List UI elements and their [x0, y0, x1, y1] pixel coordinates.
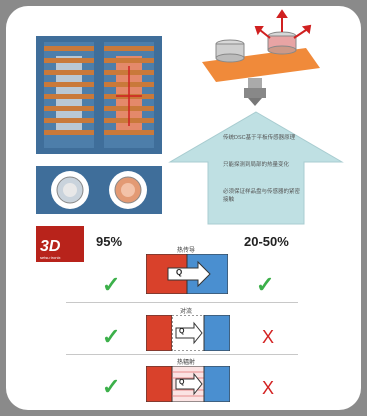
left-percentage: 95%	[96, 234, 123, 249]
left-check-radiation: ✓	[102, 374, 121, 399]
plate-sensor-illustration	[202, 9, 320, 106]
logo-mark: 3D	[40, 238, 61, 255]
arrow-note-3: 必须保证样品盘与传感器的紧密接触	[223, 189, 301, 203]
row-divider-2	[66, 354, 298, 355]
method-caption-convection: 对流	[179, 309, 192, 315]
right-cylinder	[104, 42, 154, 148]
method-caption-conduction: 热传导	[176, 248, 195, 254]
content-card: 传统DSC基于平板传感器原理 只能探测到局部的热量变化 必须保证样品盘与传感器的…	[6, 6, 361, 410]
method-caption-radiation: 热辐射	[176, 360, 195, 366]
left-check-convection: ✓	[102, 324, 121, 349]
heat-flow-arrow	[168, 111, 344, 225]
right-cross-radiation: X	[262, 378, 275, 398]
left-cylinder	[44, 42, 94, 148]
heat-label-conduction: Q	[176, 268, 183, 277]
convection-diagram	[146, 315, 230, 351]
cylinder-sensor-illustration	[36, 36, 162, 154]
heat-label-convection: Q	[179, 328, 185, 335]
heat-label-radiation: Q	[179, 379, 185, 386]
logo-subtext: setsu tronix	[40, 255, 61, 260]
brand-logo: 3D setsu tronix	[36, 226, 84, 262]
arrow-note-2: 只能探测到局部的热量变化	[223, 162, 290, 168]
cross-section-illustration	[36, 166, 162, 214]
left-check-conduction: ✓	[102, 272, 121, 297]
right-percentage: 20-50%	[244, 234, 289, 249]
row-divider-1	[66, 302, 298, 303]
right-cross-convection: X	[262, 327, 275, 347]
arrow-note-1: 传统DSC基于平板传感器原理	[223, 135, 296, 141]
radiation-diagram	[146, 366, 230, 402]
right-check-conduction: ✓	[256, 272, 275, 297]
conduction-diagram	[146, 254, 228, 294]
